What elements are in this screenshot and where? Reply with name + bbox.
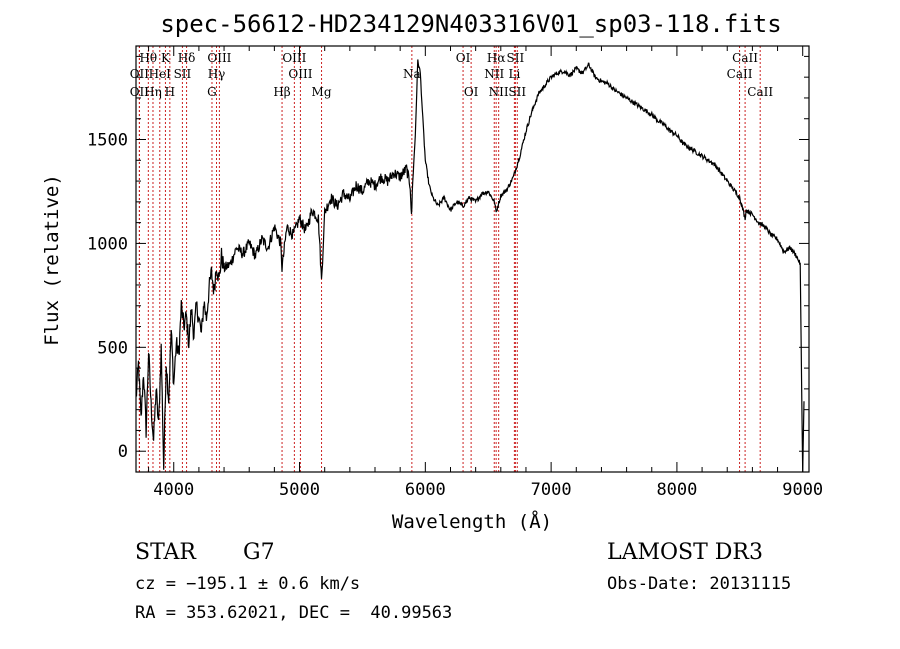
spectral-line-label: Na [403,67,421,81]
spectral-line-label: Hδ [178,51,196,65]
x-tick-label: 8000 [656,480,697,500]
chart-title: spec-56612-HD234129N403316V01_sp03-118.f… [160,10,781,38]
x-axis-label: Wavelength (Å) [392,510,552,533]
spectral-line-markers [138,46,761,472]
coordinates: RA = 353.62021, DEC = 40.99563 [135,603,453,623]
spectral-line-label: OII [130,85,150,99]
spectral-line-label: NII [489,85,509,99]
y-axis-ticks: 0 500 1000 1500 [87,55,809,473]
spectral-line-label: Hη [144,85,162,99]
spectral-line-label: CaII [727,67,753,81]
spectral-line-label: OI [456,51,471,65]
x-tick-label: 7000 [531,480,572,500]
spectral-line-label: CaII [732,51,758,65]
spectral-line-label: Mg [312,85,332,99]
spectral-line-label: Hθ [139,51,157,65]
spectral-line-label: Hγ [208,67,226,81]
y-tick-label: 1000 [87,234,128,254]
spectral-line-label: H [165,85,175,99]
spectral-line-label: OII [130,67,150,81]
x-tick-label: 5000 [279,480,320,500]
spectrum-chart: spec-56612-HD234129N403316V01_sp03-118.f… [41,10,823,533]
x-tick-label: 4000 [153,480,194,500]
x-axis-ticks: 4000 5000 6000 7000 8000 9000 [148,46,823,500]
spectral-line-label: G [207,85,217,99]
survey-name: LAMOST DR3 [607,540,763,565]
spectral-line-labels: Hθ OII OII K HeI Hη SII H Hδ OIII Hγ G OIII OIII Hβ Mg N… [130,51,774,99]
x-tick-label: 9000 [782,480,823,500]
spectral-line-label: Hβ [273,85,290,99]
spectral-line-label: NII [484,67,504,81]
spectral-line-label: HeI [149,67,172,81]
redshift-value: cz = −195.1 ± 0.6 km/s [135,574,361,594]
spectral-line-label: SII [174,67,192,81]
spectral-line-label: Hα [487,51,506,65]
spectral-line-label: CaII [747,85,773,99]
object-class: STAR [135,540,196,565]
y-tick-label: 500 [97,338,128,358]
y-axis-label: Flux (relative) [41,174,63,346]
spectral-line-label: OIII [288,67,312,81]
spectral-line-label: SII [507,51,525,65]
y-tick-label: 1500 [87,131,128,151]
x-tick-label: 6000 [405,480,446,500]
spectral-line-label: K [161,51,171,65]
object-subclass: G7 [243,540,275,565]
observation-date: Obs-Date: 20131115 [607,574,792,594]
spectral-line-label: OI [464,85,479,99]
spectral-line-label: Li [508,67,520,81]
spectrum-line [135,59,805,473]
y-tick-label: 0 [118,442,128,462]
spectral-line-label: OIII [282,51,306,65]
plot-frame [135,45,810,473]
spectral-line-label: SII [508,85,526,99]
spectral-line-label: OIII [207,51,231,65]
